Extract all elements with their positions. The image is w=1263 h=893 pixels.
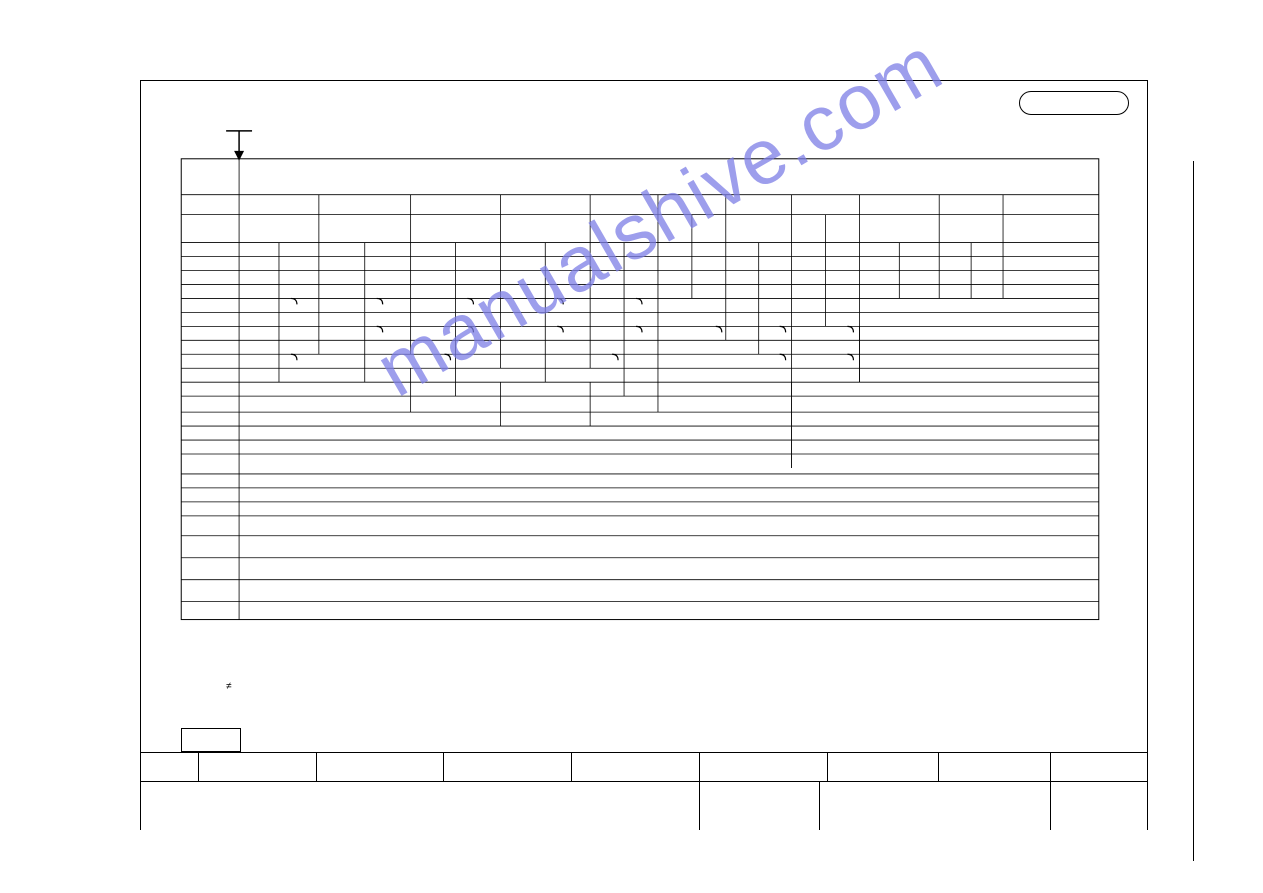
tb-cell [141, 806, 700, 830]
tb-cell [939, 753, 1051, 781]
tb-cell [820, 782, 1052, 806]
tb-cell [700, 782, 820, 806]
tb-cell [1051, 806, 1147, 830]
not-equal-glyph: ≠ [226, 681, 232, 692]
tb-cell [700, 806, 820, 830]
title-row-2 [141, 781, 1147, 805]
tb-cell [141, 782, 700, 806]
tb-cell [444, 753, 572, 781]
title-block [141, 728, 1147, 829]
tb-cell [820, 806, 1052, 830]
tb-cell [1051, 782, 1147, 806]
tb-cell [1051, 753, 1147, 781]
title-row-3 [141, 805, 1147, 829]
tb-cell [572, 753, 700, 781]
tb-cell [141, 753, 199, 781]
tb-cell [700, 753, 828, 781]
page-frame: ≠ manualshive.com [140, 80, 1148, 830]
right-margin-line [1193, 161, 1194, 861]
tb-cell [317, 753, 445, 781]
title-row-1 [141, 752, 1147, 781]
reference-arrow [226, 131, 252, 161]
tb-cell [199, 753, 317, 781]
tb-cell [828, 753, 940, 781]
revision-stub [181, 728, 241, 752]
drawing-canvas [141, 81, 1147, 829]
